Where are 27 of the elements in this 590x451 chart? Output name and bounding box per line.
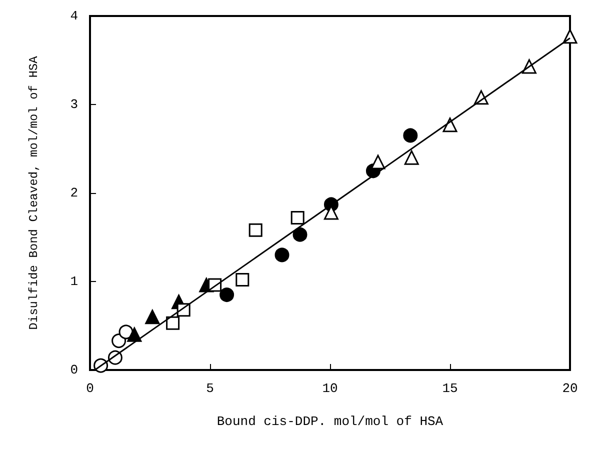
point: [292, 227, 308, 242]
point: [127, 327, 142, 342]
y-tick-label: 0: [70, 362, 78, 378]
x-tick-label: 10: [322, 381, 338, 396]
point: [442, 118, 458, 132]
point: [112, 334, 126, 348]
point: [370, 154, 386, 170]
y-axis-title: Disulfide Bond Cleaved, mol/mol of HSA: [27, 55, 41, 330]
point: [118, 324, 134, 340]
y-tick-label: 2: [70, 186, 78, 200]
point: [274, 248, 290, 262]
x-axis-title: Bound cis-DDP. mol/mol of HSA: [216, 414, 444, 429]
point: [236, 272, 250, 286]
y-tick-label: 3: [70, 97, 78, 112]
x-tick-label: 5: [206, 381, 214, 396]
point: [166, 316, 180, 330]
x-tick-label: 0: [86, 381, 94, 396]
y-tick-label: 4: [70, 8, 78, 24]
x-tick-label: 20: [562, 381, 578, 396]
point: [290, 211, 304, 225]
point: [248, 223, 262, 237]
point: [403, 128, 418, 143]
point: [145, 310, 160, 324]
y-tick-label: 1: [70, 274, 78, 289]
x-tick-label: 15: [442, 381, 458, 396]
point: [404, 150, 419, 165]
point: [220, 288, 234, 302]
